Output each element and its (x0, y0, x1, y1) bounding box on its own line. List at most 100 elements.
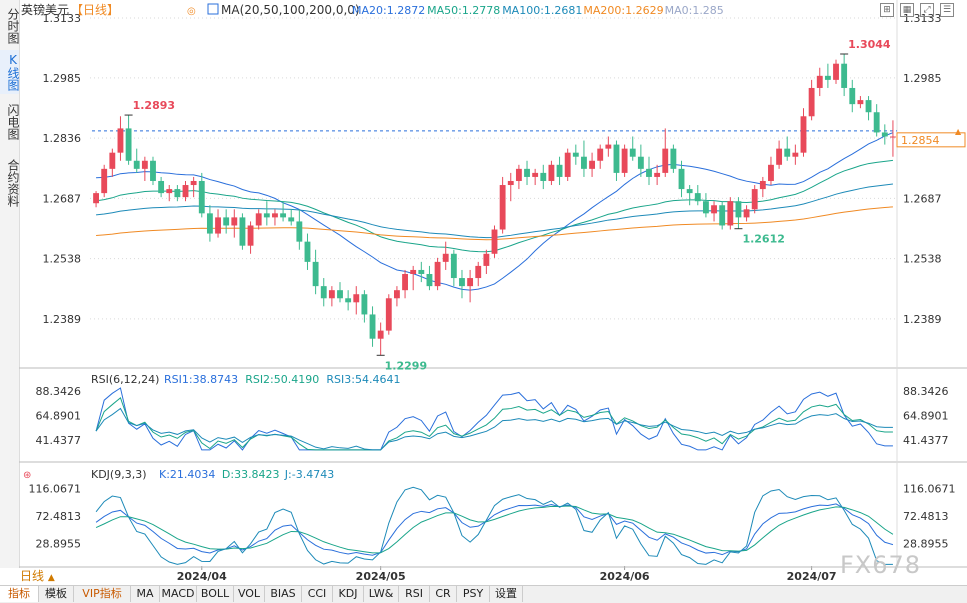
indicator-tab[interactable]: CCI (302, 586, 333, 602)
candle-body (93, 193, 99, 204)
kdj-tick-left: 116.0671 (29, 482, 82, 495)
kline-chart[interactable]: 1.31331.31331.29851.29851.28361.28361.26… (19, 0, 967, 585)
kdj-value-0: K:21.4034 (159, 468, 215, 481)
indicator-lines (95, 387, 894, 565)
candle-body (589, 160, 596, 169)
price-tick-right: 1.2538 (903, 253, 942, 266)
rsi-tick-right: 88.3426 (903, 385, 949, 398)
candle-body (288, 217, 295, 222)
kdj-value-1: D:33.8423 (222, 468, 280, 481)
candle-body (206, 213, 213, 234)
candle-body (890, 136, 896, 138)
indicator-tab[interactable]: 模板 (39, 586, 74, 602)
candle-body (133, 160, 140, 169)
candle-body (101, 168, 108, 194)
indicator-tab[interactable]: KDJ (333, 586, 364, 602)
candle-body (369, 314, 376, 339)
indicator-tab[interactable]: BOLL (197, 586, 234, 602)
candle-body (735, 201, 742, 218)
tab-kline[interactable]: K线图 (0, 50, 20, 94)
date-tick: 2024/06 (600, 570, 650, 583)
grid-icon[interactable]: ▦ (900, 3, 914, 17)
candle-body (678, 168, 685, 190)
kdj-tick-left: 28.8955 (36, 538, 82, 551)
candle-body (759, 180, 766, 190)
candle-body (548, 164, 555, 181)
candle-body (702, 201, 709, 214)
indicator-tab-bar: 指标 模板 VIP指标 MA MACD BOLL VOL BIAS CCI KDJ LW& RSI CR… (0, 585, 967, 603)
candle-body (442, 253, 449, 262)
candle-body (849, 87, 856, 105)
date-tick: 2024/07 (787, 570, 837, 583)
symbol-label: 英镑美元 (21, 2, 69, 17)
prior-high-label: 1.2893 (133, 99, 175, 112)
candle-body (304, 241, 311, 262)
side-tab-bar: 分时图 K线图 闪电图 合约资料 (0, 0, 20, 568)
tab-timeshare[interactable]: 分时图 (6, 8, 20, 44)
price-tick-left: 1.2538 (43, 253, 82, 266)
moving-average-lines (95, 132, 894, 291)
kdj-k-line (95, 503, 894, 556)
indicator-tab[interactable]: VIP指标 (74, 586, 131, 602)
ma-value-4: MA0:1.285 (665, 4, 724, 17)
date-tick: 2024/04 (177, 570, 227, 583)
current-price-arrow: ▲ (955, 127, 962, 136)
indicator-tab[interactable]: 设置 (490, 586, 523, 602)
candle-body (345, 298, 352, 303)
current-price-label: 1.2854 (901, 134, 940, 147)
rsi-tick-left: 64.8901 (36, 409, 82, 422)
candle-body (808, 87, 815, 117)
candle-body (109, 152, 116, 169)
indicator-tab[interactable]: PSY (457, 586, 490, 602)
rsi-title: RSI(6,12,24) (91, 373, 159, 386)
candle-body (150, 160, 156, 181)
candle-body (393, 290, 400, 299)
candle-body (190, 180, 197, 186)
candle-body (272, 213, 278, 218)
fullscreen-icon[interactable]: ⊞ (880, 3, 894, 17)
candle-body (743, 209, 750, 218)
candle-body (857, 100, 864, 105)
indicator-tab[interactable]: LW& (364, 586, 399, 602)
tab-contract-info[interactable]: 合约资料 (6, 159, 20, 207)
indicator-tab[interactable]: CR (430, 586, 457, 602)
candle-body (670, 148, 677, 169)
candle-body (239, 217, 246, 246)
period-selector[interactable]: 日线 ▲ (20, 568, 80, 584)
candle-body (629, 148, 636, 157)
candle-body (117, 128, 124, 153)
kdj-title: KDJ(9,3,3) (91, 468, 147, 481)
candle-body (540, 172, 547, 181)
rsi-value-1: RSI2:50.4190 (245, 373, 319, 386)
indicator-tab[interactable]: VOL (234, 586, 265, 602)
caret-up-icon: ▲ (47, 573, 55, 583)
candle-body (263, 213, 270, 218)
candle-body (223, 217, 230, 226)
indicator-tab[interactable]: 指标 (0, 586, 39, 602)
indicator-tab[interactable]: RSI (399, 586, 430, 602)
price-tick-left: 1.3133 (43, 12, 82, 25)
kdj-value-2: J:-3.4743 (284, 468, 334, 481)
settings-icon[interactable]: ☰ (940, 3, 954, 17)
candle-body (873, 112, 880, 133)
indicator-tab[interactable]: MACD (160, 586, 197, 602)
candle-body (694, 193, 701, 202)
candle-body (597, 148, 604, 161)
candle-body (637, 156, 644, 169)
expand-icon[interactable]: ⤢ (920, 3, 934, 17)
ma20-line (96, 132, 894, 291)
candle-body (621, 148, 628, 173)
candle-body (328, 290, 335, 299)
kdj-tick-right: 28.8955 (903, 538, 949, 551)
price-tick-right: 1.2985 (903, 72, 942, 85)
candle-body (605, 144, 612, 149)
candle-body (377, 330, 384, 339)
candle-body (556, 164, 563, 177)
indicator-tab[interactable]: BIAS (265, 586, 302, 602)
tab-flash[interactable]: 闪电图 (6, 104, 20, 140)
candle-body (841, 63, 848, 88)
indicator-tab[interactable]: MA (131, 586, 160, 602)
candle-body (662, 148, 669, 173)
low2-label: 1.2612 (742, 233, 784, 246)
rsi-value-2: RSI3:54.4641 (326, 373, 400, 386)
